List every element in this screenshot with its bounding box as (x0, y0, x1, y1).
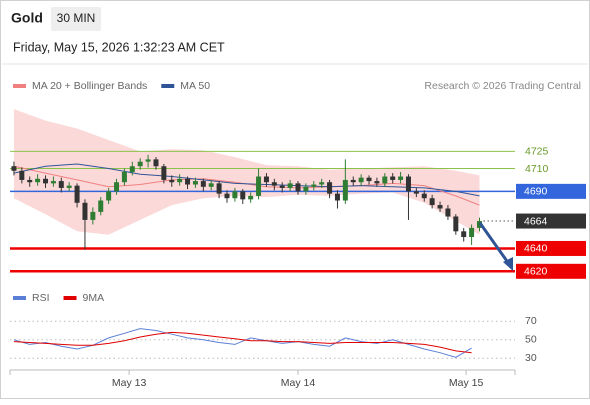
candle-body (374, 181, 380, 184)
candle-body (50, 181, 56, 184)
candle-body (461, 231, 467, 238)
candle-body (98, 200, 104, 212)
timeframe[interactable]: 30 MIN (57, 11, 96, 25)
candle-body (303, 186, 309, 192)
candle-body (334, 193, 340, 201)
candle-body (405, 176, 411, 192)
candle-body (342, 179, 348, 201)
instrument-title: Gold (11, 10, 43, 26)
candle-body (445, 208, 451, 217)
candle-body (390, 176, 396, 180)
candle-body (82, 202, 88, 220)
y-tick-label: 30 (525, 352, 537, 364)
candle-body (90, 211, 96, 220)
candle-body (382, 176, 388, 184)
candle-body (129, 166, 135, 172)
plot: MA 20 + Bollinger Bands MA 50 Research © 2… (9, 80, 586, 389)
candle-body (295, 183, 301, 192)
timeframe-box[interactable] (51, 7, 101, 31)
candle-body (398, 176, 404, 180)
candle-body (35, 178, 41, 183)
candle-body (469, 227, 475, 238)
candle-body (200, 181, 206, 187)
candle-body (263, 176, 269, 183)
candle-body (121, 171, 127, 183)
candle-body (137, 161, 143, 167)
candle-body (279, 185, 285, 188)
candle-body (319, 182, 325, 185)
candle-body (114, 182, 120, 192)
candle-body (11, 166, 17, 171)
candle-body (350, 179, 356, 183)
candle-body (216, 183, 222, 194)
candle-body (240, 191, 246, 200)
timestamp: Friday, May 15, 2026 1:32:23 AM CET (13, 40, 225, 54)
level-label: 4710 (525, 163, 549, 175)
candle-body (27, 179, 33, 183)
candle-body (153, 159, 159, 167)
level-label-box (516, 240, 586, 256)
forecast-arrow-head (503, 257, 513, 271)
legend-label: MA 50 (180, 80, 210, 92)
legend-swatch (13, 296, 26, 300)
legend-label: MA 20 + Bollinger Bands (32, 80, 147, 92)
candle-body (366, 177, 372, 182)
candle-body (43, 178, 49, 184)
candle-body (232, 191, 238, 199)
candle-body (256, 176, 262, 196)
level-label: 4640 (524, 243, 548, 255)
candle-body (311, 184, 317, 187)
candle-body (421, 193, 427, 199)
candle-body (358, 177, 364, 183)
candle-body (58, 181, 64, 188)
legend-label: 9MA (83, 292, 105, 304)
x-tick-label: May 15 (449, 377, 484, 389)
candle-body (287, 183, 293, 188)
candle-body (19, 170, 25, 180)
candle-body (66, 185, 72, 188)
rsi-line (13, 331, 472, 354)
source-credit: Research © 2026 Trading Central (424, 80, 581, 92)
candle-body (453, 216, 459, 232)
rsi-line (13, 328, 472, 358)
level-label: 4690 (524, 186, 548, 198)
level-label-box (516, 213, 586, 229)
candle-body (271, 182, 277, 186)
candle-body (208, 183, 214, 187)
x-tick-label: May 13 (112, 377, 147, 389)
candle-body (185, 178, 191, 185)
level-label-box (516, 263, 586, 279)
legend-label: RSI (32, 292, 50, 304)
candle-body (106, 191, 112, 201)
legend-swatch (161, 84, 175, 88)
candle-body (192, 181, 198, 185)
candle-body (145, 159, 151, 162)
level-label: 4620 (524, 266, 548, 278)
candle-body (413, 191, 419, 194)
candle-body (429, 198, 435, 206)
candle-body (177, 178, 183, 183)
candle-body (169, 179, 175, 183)
level-label-box (516, 183, 586, 199)
candle-body (327, 182, 333, 194)
candle-body (161, 166, 167, 180)
candle-body (248, 195, 254, 200)
y-tick-label: 50 (525, 334, 537, 346)
x-tick-label: May 14 (281, 377, 316, 389)
candle-body (437, 205, 443, 209)
level-label: 4664 (524, 215, 548, 227)
bollinger-band (13, 109, 480, 235)
legend-swatch (63, 296, 77, 300)
candle-body (74, 185, 80, 203)
y-tick-label: 70 (525, 315, 537, 327)
level-label: 4725 (525, 146, 549, 158)
forecast-arrow (478, 222, 511, 265)
candle-body (224, 193, 230, 199)
legend-swatch (13, 84, 26, 88)
